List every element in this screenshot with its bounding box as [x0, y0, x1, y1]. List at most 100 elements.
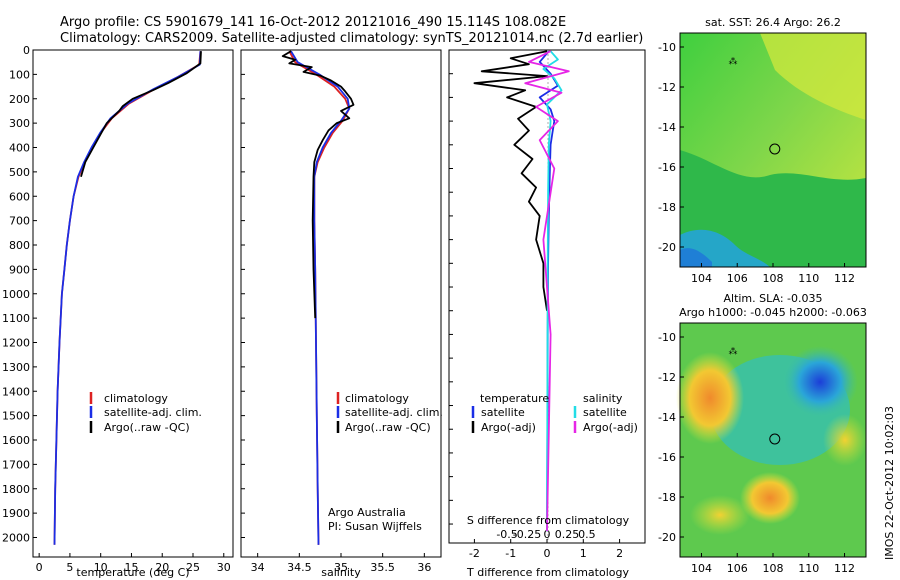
map-y-label: -14 — [658, 411, 676, 424]
map-y-label: -16 — [658, 161, 676, 174]
s-difference-top-axis: -0.5-0.25 0 0.250.5 — [496, 528, 595, 541]
sla-map-axes: 104 106 108 110 112 -10 -12 -14 -16 -18 -20 — [658, 331, 855, 575]
legend-salinity-heading: salinity — [583, 392, 623, 405]
legend-climatology-label: climatology — [345, 392, 409, 405]
float-position-marker — [769, 143, 781, 155]
y-tick-label: 800 — [9, 239, 30, 252]
x-tick-label: 20 — [155, 561, 169, 574]
float-position-marker — [769, 433, 781, 445]
map-x-label: 112 — [834, 562, 855, 575]
pi-annotation: PI: Susan Wijffels — [328, 520, 422, 533]
legend-argo-label: Argo(..raw -QC) — [345, 421, 431, 434]
y-tick-label: 1100 — [2, 312, 30, 325]
map-x-label: 106 — [727, 272, 748, 285]
y-tick-label: 1200 — [2, 337, 30, 350]
y-tick-label: 100 — [9, 68, 30, 81]
y-tick-label: 600 — [9, 190, 30, 203]
sla-high-eddy-east — [823, 414, 867, 466]
sla-high-eddy-west — [676, 352, 744, 444]
x-tick-label: 25 — [186, 561, 200, 574]
top-tick-label: 0.5 — [578, 528, 596, 541]
salinity-xlabel: salinity — [321, 566, 361, 579]
map-y-label: -10 — [658, 41, 676, 54]
y-tick-label: 900 — [9, 263, 30, 276]
sst-coldest-region — [680, 248, 712, 267]
map-y-label: -18 — [658, 491, 676, 504]
map-x-label: 104 — [691, 562, 712, 575]
y-tick-label: 1900 — [2, 507, 30, 520]
map-y-label: -18 — [658, 201, 676, 214]
y-tick-label: 0 — [23, 44, 30, 57]
legend-climatology-label: climatology — [104, 392, 168, 405]
legend-satellite-label: satellite-adj. clim. — [345, 406, 443, 419]
x-tick-label: -2 — [469, 547, 480, 560]
legend-satellite-label: satellite-adj. clim. — [104, 406, 202, 419]
t-difference-x-axis: -2 -1 0 1 2 — [449, 49, 623, 560]
y-tick-label: 500 — [9, 166, 30, 179]
y-tick-label: 1000 — [2, 288, 30, 301]
y-tick-label: 1600 — [2, 434, 30, 447]
map-x-label: 108 — [763, 562, 784, 575]
header-line-1: Argo profile: CS 5901679_141 16-Oct-2012… — [60, 15, 566, 30]
salinity-series — [281, 50, 355, 545]
x-tick-label: -1 — [505, 547, 516, 560]
x-tick-label: 5 — [66, 561, 73, 574]
legend-s-satellite-label: satellite — [583, 406, 627, 419]
series-temperature-argo-adj- — [473, 50, 548, 311]
header-line-2: Climatology: CARS2009. Satellite-adjuste… — [60, 31, 643, 46]
y-tick-label: 700 — [9, 215, 30, 228]
sst-map-axes: 104 106 108 110 112 -10 -12 -14 -16 -18 -20 — [658, 41, 855, 285]
x-tick-label: 35.5 — [370, 561, 395, 574]
difference-legend: temperature satellite Argo(-adj) salinit… — [471, 392, 638, 434]
x-tick-label: 0 — [36, 561, 43, 574]
y-tick-label: 1800 — [2, 483, 30, 496]
series-satellite-adj-clim- — [290, 50, 351, 545]
y-tick-label: 300 — [9, 117, 30, 130]
map-y-label: -12 — [658, 371, 676, 384]
temperature-axes-frame — [32, 49, 234, 558]
sla-low-eddy — [782, 346, 858, 418]
depth-axis: 0 100 200 300 400 500 600 700 800 900 1000 1100 1200… — [2, 44, 37, 545]
y-tick-label: 1700 — [2, 458, 30, 471]
salinity-axes-frame — [240, 49, 442, 558]
temperature-xlabel: temperature (deg C) — [76, 566, 189, 579]
x-tick-label: 1 — [580, 547, 587, 560]
x-tick-label: 35 — [334, 561, 348, 574]
top-tick-label: -0.5 — [496, 528, 517, 541]
temperature-panel: 0100200300400500600700800900100011001200… — [2, 44, 234, 579]
map-y-label: -20 — [658, 241, 676, 254]
series-argo-raw-qc- — [281, 50, 355, 319]
salinity-panel: 34 34.5 35 35.5 36 climatology satellite-adj… — [240, 49, 443, 579]
temperature-x-axis: 0 5 10 15 20 25 30 — [36, 553, 231, 574]
top-tick-label: 0.25 — [555, 528, 580, 541]
map-x-label: 108 — [763, 272, 784, 285]
y-tick-label: 1500 — [2, 410, 30, 423]
map-x-label: 110 — [798, 562, 819, 575]
s-difference-label: S difference from climatology — [467, 514, 630, 527]
coast-mark: ⁂ — [729, 346, 738, 357]
map-y-label: -16 — [658, 451, 676, 464]
series-argo-raw-qc- — [80, 51, 202, 178]
map-x-label: 112 — [834, 272, 855, 285]
y-tick-label: 400 — [9, 142, 30, 155]
map-y-label: -12 — [658, 81, 676, 94]
legend-s-argo-label: Argo(-adj) — [583, 421, 638, 434]
y-tick-label: 2000 — [2, 532, 30, 545]
x-tick-label: 30 — [217, 561, 231, 574]
sla-map-title-1: Altim. SLA: -0.035 — [723, 292, 822, 305]
sla-map: Altim. SLA: -0.035 Argo h1000: -0.045 h2… — [658, 292, 867, 575]
sla-high-eddy-southwest — [690, 495, 750, 535]
t-difference-xlabel: T difference from climatology — [466, 566, 629, 579]
series-salinity-argo-adj- — [524, 50, 570, 532]
y-tick-label: 1300 — [2, 361, 30, 374]
top-tick-label: 0 — [544, 528, 551, 541]
temperature-series — [53, 51, 202, 545]
x-tick-label: 34.5 — [287, 561, 312, 574]
x-tick-label: 36 — [417, 561, 431, 574]
salinity-x-axis: 34 34.5 35 35.5 36 — [241, 49, 431, 574]
sst-map: sat. SST: 26.4 Argo: 26.2 ⁂ 104 106 108 110… — [658, 16, 867, 285]
legend-temperature-heading: temperature — [480, 392, 549, 405]
x-tick-label: 2 — [616, 547, 623, 560]
map-x-label: 104 — [691, 272, 712, 285]
sst-hot-region — [760, 33, 866, 120]
